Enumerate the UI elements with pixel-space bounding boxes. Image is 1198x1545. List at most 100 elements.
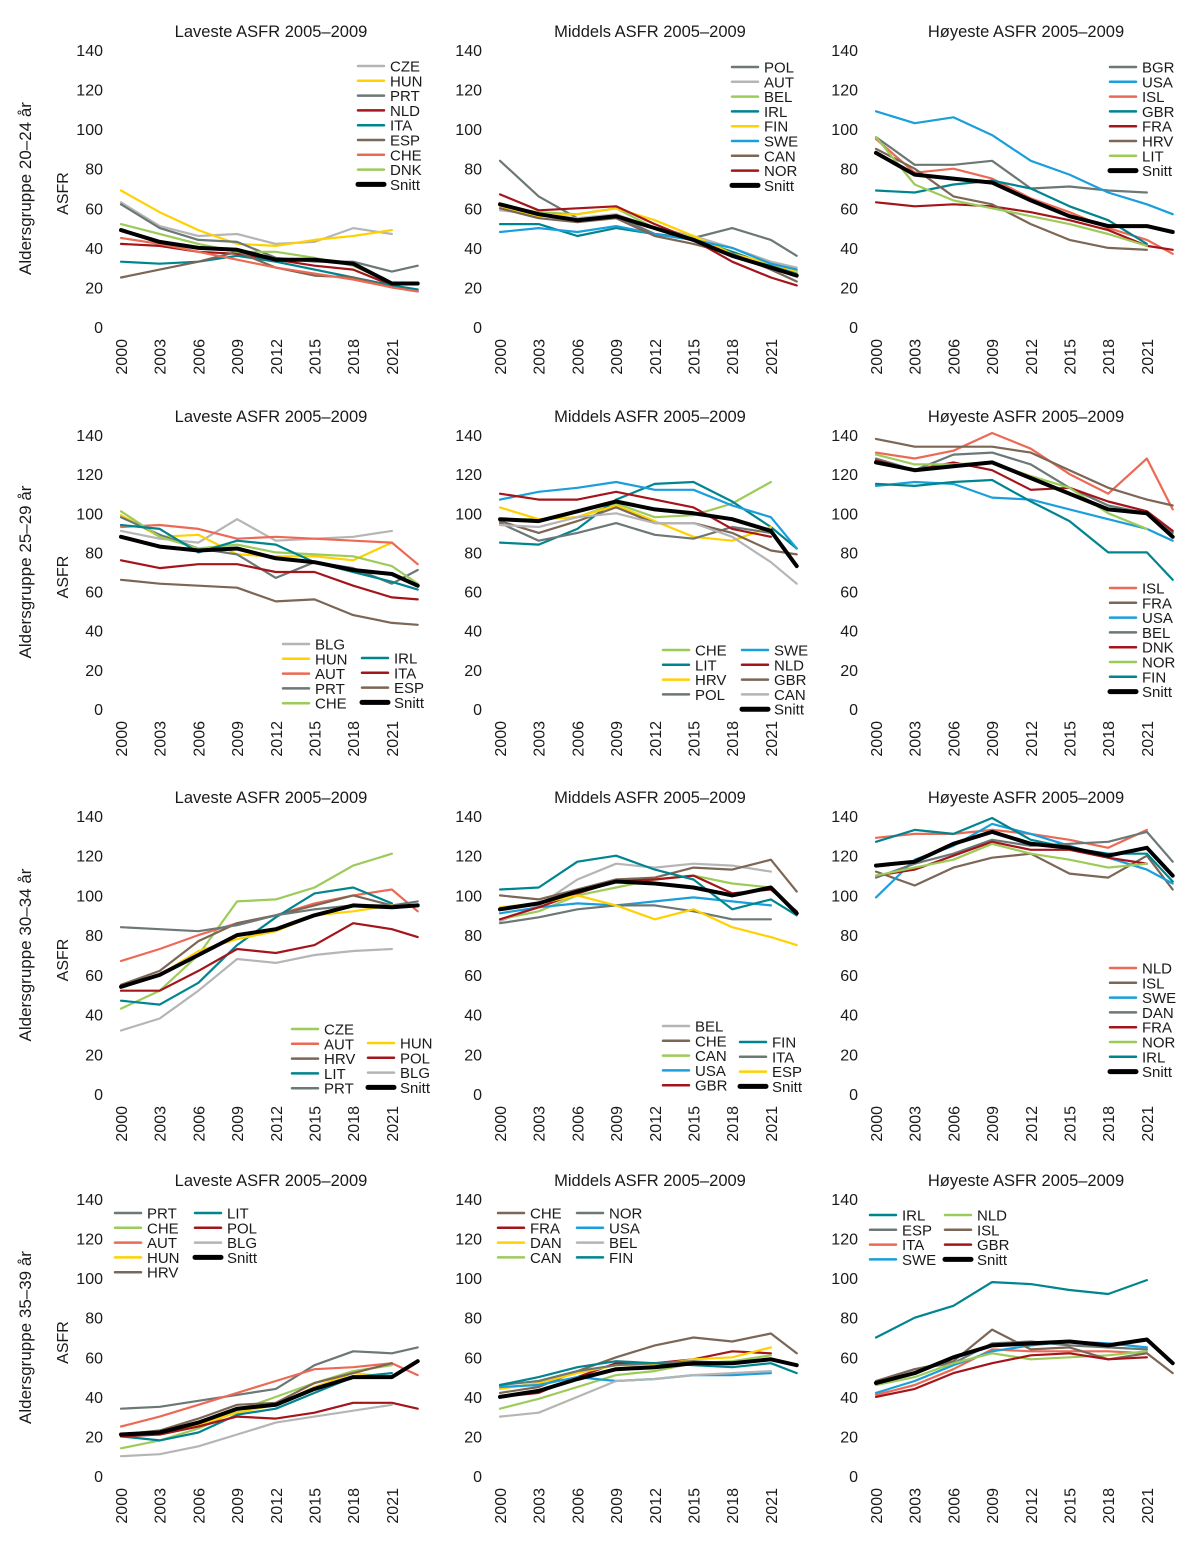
y-tick-label: 140 bbox=[76, 43, 103, 60]
legend-item: Snitt bbox=[192, 1250, 258, 1267]
legend-label: Snitt bbox=[227, 1250, 258, 1267]
x-tick-label: 2006 bbox=[191, 1488, 208, 1524]
legend-label: IRL bbox=[764, 104, 787, 121]
y-tick-label: 100 bbox=[76, 888, 103, 905]
legend-label: BEL bbox=[1142, 625, 1170, 642]
legend-item: Snitt bbox=[1107, 163, 1173, 180]
series-line-esp bbox=[119, 578, 419, 626]
y-tick-label: 120 bbox=[76, 83, 103, 100]
legend-label: CHE bbox=[695, 1033, 727, 1050]
y-axis-label: ASFR bbox=[55, 172, 72, 215]
row-label: Aldersgruppe 35–39 år bbox=[16, 1251, 35, 1424]
legend-label: PRT bbox=[147, 1206, 177, 1223]
y-tick-label: 80 bbox=[85, 162, 103, 179]
x-tick-label: 2021 bbox=[1140, 339, 1157, 375]
legend-item: BLG bbox=[281, 637, 345, 654]
legend-item: Snitt bbox=[359, 695, 425, 712]
x-tick-label: 2003 bbox=[153, 721, 170, 757]
x-tick-label: 2000 bbox=[114, 721, 131, 757]
y-tick-label: 60 bbox=[840, 201, 858, 218]
legend-label: HRV bbox=[1142, 134, 1173, 151]
legend-label: NOR bbox=[764, 163, 798, 180]
y-tick-label: 120 bbox=[455, 83, 482, 100]
x-tick-label: 2000 bbox=[493, 721, 510, 757]
x-tick-label: 2015 bbox=[1063, 339, 1080, 375]
legend-item: BLG bbox=[366, 1065, 430, 1082]
series-line-hrv bbox=[119, 894, 393, 986]
legend-item: CHE bbox=[281, 696, 347, 713]
series-line-ita bbox=[119, 559, 419, 601]
series-line-aut bbox=[119, 523, 419, 566]
panel-1-2: Høyeste ASFR 2005–2009 0 20 40 60 80 100 120 140… bbox=[831, 408, 1175, 757]
x-tick-label: 2012 bbox=[269, 721, 286, 757]
legend-label: LIT bbox=[227, 1206, 249, 1223]
series-line-lit bbox=[498, 480, 798, 550]
panel-0-2: Høyeste ASFR 2005–2009 0 20 40 60 80 100 120 140… bbox=[831, 23, 1175, 375]
y-tick-label: 60 bbox=[464, 968, 482, 985]
legend-item: Snitt bbox=[737, 1079, 803, 1096]
x-tick-label: 2021 bbox=[385, 339, 402, 375]
y-tick-label: 40 bbox=[464, 241, 482, 258]
y-tick-label: 0 bbox=[94, 1087, 103, 1104]
series-line-irl bbox=[874, 816, 1174, 883]
x-tick-label: 2003 bbox=[532, 339, 549, 375]
legend-item: CHE bbox=[356, 147, 422, 164]
legend-item: FRA bbox=[1108, 119, 1172, 136]
y-tick-label: 40 bbox=[840, 241, 858, 258]
y-tick-label: 80 bbox=[85, 928, 103, 945]
x-tick-label: 2009 bbox=[609, 1106, 626, 1142]
y-tick-label: 100 bbox=[76, 1271, 103, 1288]
legend-label: GBR bbox=[695, 1078, 728, 1095]
x-tick-label: 2015 bbox=[687, 1106, 704, 1142]
x-tick-label: 2018 bbox=[725, 721, 742, 757]
y-tick-label: 120 bbox=[76, 1232, 103, 1249]
series-line-pol bbox=[119, 1401, 419, 1438]
legend-label: Snitt bbox=[772, 1079, 803, 1096]
x-tick-label: 2009 bbox=[985, 721, 1002, 757]
legend-label: Snitt bbox=[1142, 1064, 1173, 1081]
panel-0-1: Middels ASFR 2005–2009 0 20 40 60 80 100 120 140… bbox=[455, 23, 799, 375]
x-tick-label: 2018 bbox=[1101, 1488, 1118, 1524]
series-line-blg bbox=[119, 1403, 393, 1458]
legend-label: Snitt bbox=[394, 695, 425, 712]
legend-label: GBR bbox=[1142, 104, 1175, 121]
x-tick-label: 2021 bbox=[385, 1488, 402, 1524]
x-tick-label: 2015 bbox=[308, 1106, 325, 1142]
y-tick-label: 120 bbox=[455, 849, 482, 866]
x-tick-label: 2009 bbox=[230, 1106, 247, 1142]
y-tick-label: 0 bbox=[849, 320, 858, 337]
x-tick-label: 2018 bbox=[725, 339, 742, 375]
legend-label: DNK bbox=[390, 162, 422, 179]
y-tick-label: 40 bbox=[840, 1390, 858, 1407]
y-tick-label: 100 bbox=[831, 1271, 858, 1288]
legend-label: ITA bbox=[902, 1237, 924, 1254]
x-tick-label: 2015 bbox=[308, 339, 325, 375]
legend-label: SWE bbox=[774, 643, 808, 660]
legend-item: SWE bbox=[868, 1252, 936, 1269]
series-line-snitt bbox=[119, 228, 420, 286]
legend-label: CHE bbox=[530, 1206, 562, 1223]
x-tick-label: 2000 bbox=[869, 339, 886, 375]
legend-item: POL bbox=[661, 687, 725, 704]
legend-item: IRL bbox=[360, 651, 417, 668]
legend-label: HRV bbox=[147, 1265, 178, 1282]
series-line-snitt bbox=[874, 829, 1175, 878]
legend-label: BLG bbox=[400, 1065, 430, 1082]
series-line-nld bbox=[874, 1350, 1148, 1387]
y-tick-label: 40 bbox=[464, 624, 482, 641]
legend-item: AUT bbox=[290, 1036, 354, 1053]
legend-item: PRT bbox=[290, 1081, 354, 1098]
x-tick-label: 2018 bbox=[1101, 339, 1118, 375]
y-tick-label: 60 bbox=[85, 1350, 103, 1367]
legend-label: NLD bbox=[390, 103, 420, 120]
y-tick-label: 60 bbox=[464, 585, 482, 602]
y-tick-label: 20 bbox=[85, 1429, 103, 1446]
legend-item: HRV bbox=[1108, 134, 1173, 151]
y-tick-label: 140 bbox=[455, 43, 482, 60]
x-tick-label: 2015 bbox=[1063, 1106, 1080, 1142]
series-line-gbr bbox=[874, 1352, 1148, 1398]
legend-label: FIN bbox=[764, 119, 788, 136]
x-tick-label: 2006 bbox=[191, 721, 208, 757]
row-label: Aldersgruppe 30–34 år bbox=[16, 868, 35, 1041]
x-tick-label: 2009 bbox=[230, 1488, 247, 1524]
